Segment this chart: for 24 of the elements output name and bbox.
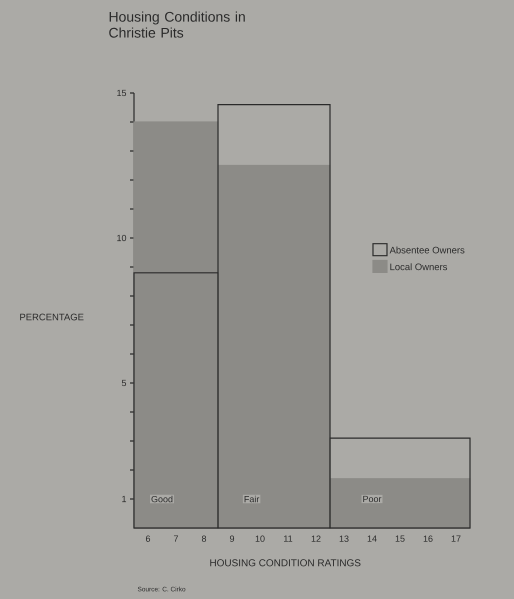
annotation: Poor xyxy=(363,496,382,502)
x-tick-label: 13 xyxy=(340,536,349,542)
x-tick-label: 8 xyxy=(202,536,206,542)
x-axis-title: HOUSING CONDITION RATINGS xyxy=(210,559,360,566)
x-tick-label: 12 xyxy=(312,536,321,542)
x-tick-label: 9 xyxy=(230,536,234,542)
x-tick-label: 11 xyxy=(284,536,292,542)
x-tick-label: 6 xyxy=(146,536,150,542)
x-tick-label: 7 xyxy=(174,536,178,542)
annotation: Fair xyxy=(244,496,260,502)
y-tick-label: 15 xyxy=(117,90,126,96)
legend-label: Absentee Owners xyxy=(390,246,464,254)
x-tick-label: 16 xyxy=(424,536,433,542)
legend-label: Local Owners xyxy=(390,263,448,270)
x-tick-label: 15 xyxy=(396,536,405,542)
annotation: Good xyxy=(151,496,172,502)
chart-title: Housing Conditions in Christie Pits xyxy=(109,12,245,38)
x-tick-label: 17 xyxy=(452,536,461,542)
y-tick-label: 1 xyxy=(122,496,126,502)
y-axis-title: PERCENTAGE xyxy=(20,314,84,320)
y-tick-label: 5 xyxy=(122,380,126,386)
y-tick-label: 10 xyxy=(117,234,126,242)
x-tick-label: 14 xyxy=(368,536,377,542)
x-tick-label: 10 xyxy=(256,536,265,542)
